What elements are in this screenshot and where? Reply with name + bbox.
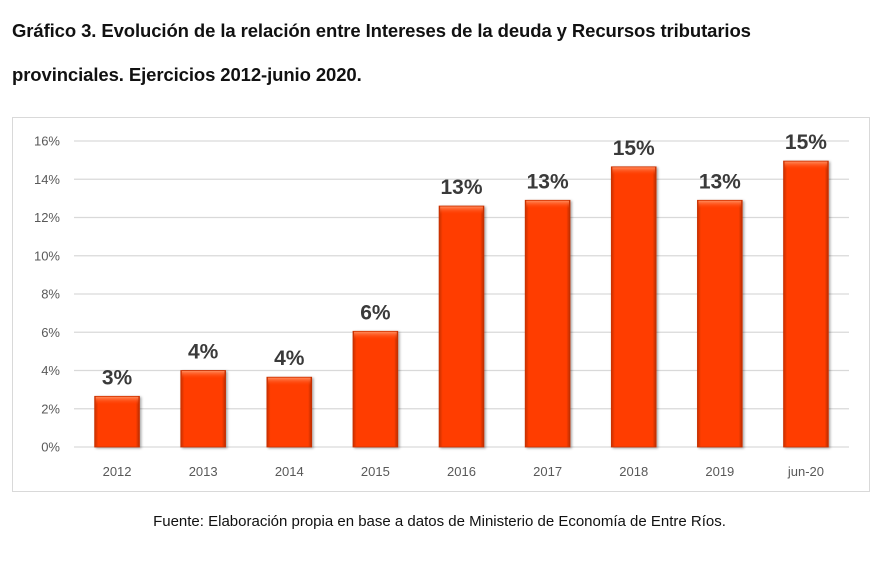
data-label: 4%	[188, 341, 219, 364]
bar	[438, 205, 485, 448]
bar	[266, 376, 313, 448]
bar-highlight	[181, 371, 225, 379]
y-tick-label: 14%	[34, 172, 60, 187]
x-tick-label: 2015	[361, 464, 390, 479]
bar-highlight	[784, 161, 828, 170]
x-tick-label: 2018	[619, 464, 648, 479]
bar-highlight	[698, 200, 742, 209]
y-tick-label: 6%	[41, 325, 60, 340]
bar-highlight	[95, 396, 139, 405]
x-axis-ticks: 2012 2013 2014 2015 2016 2017 2018 2019 jun-20	[103, 464, 824, 479]
bar-2018	[610, 166, 657, 448]
source-note: Fuente: Elaboración propia en base a dat…	[153, 513, 726, 530]
data-label: 13%	[440, 176, 482, 199]
bar-highlight	[440, 206, 483, 215]
bar-chart: 0% 2% 4% 6% 8% 10% 12% 14% 16% 3% 4% 4% 6% 13% 13% 15%…	[34, 131, 849, 479]
x-tick-label: 2012	[103, 464, 132, 479]
y-tick-label: 0%	[41, 440, 60, 455]
bar-highlight	[612, 167, 656, 176]
y-tick-label: 12%	[34, 210, 60, 225]
bar-jun-20	[783, 160, 829, 448]
y-tick-label: 4%	[41, 363, 60, 378]
bar-2019	[697, 199, 743, 448]
bar-highlight	[267, 377, 311, 386]
bar-2014	[266, 376, 313, 448]
bar	[783, 160, 829, 448]
data-label: 15%	[613, 137, 655, 160]
bar-highlight	[526, 200, 569, 209]
bar	[180, 370, 226, 448]
y-tick-label: 8%	[41, 287, 60, 302]
bar-2016	[438, 205, 485, 448]
data-label: 13%	[527, 170, 569, 193]
data-labels: 3% 4% 4% 6% 13% 13% 15% 13% 15%	[102, 131, 827, 389]
bar	[697, 199, 743, 448]
bar	[352, 330, 399, 448]
y-tick-label: 2%	[41, 401, 60, 416]
x-tick-label: 2019	[705, 464, 734, 479]
bar-2012	[94, 395, 140, 448]
chart-title-line-1: Gráfico 3. Evolución de la relación entr…	[12, 20, 751, 41]
data-label: 6%	[360, 301, 391, 324]
y-axis-ticks: 0% 2% 4% 6% 8% 10% 12% 14% 16%	[34, 134, 60, 455]
data-label: 13%	[699, 170, 741, 193]
data-label: 15%	[785, 131, 827, 154]
bar-2015	[352, 330, 399, 448]
x-tick-label: 2016	[447, 464, 476, 479]
bar-2017	[524, 199, 571, 448]
bar	[524, 199, 571, 448]
y-tick-label: 16%	[34, 134, 60, 149]
x-tick-label: 2017	[533, 464, 562, 479]
data-label: 3%	[102, 366, 133, 389]
bar	[610, 166, 657, 448]
bar-highlight	[354, 331, 397, 340]
y-tick-label: 10%	[34, 248, 60, 263]
chart-title-line-2: provinciales. Ejercicios 2012-junio 2020…	[12, 64, 362, 85]
x-tick-label: 2013	[189, 464, 218, 479]
x-tick-label: jun-20	[787, 464, 824, 479]
chart-area: 0% 2% 4% 6% 8% 10% 12% 14% 16% 3% 4% 4% 6% 13% 13% 15%…	[12, 117, 870, 492]
bars	[94, 160, 829, 448]
data-label: 4%	[274, 347, 305, 370]
x-tick-label: 2014	[275, 464, 304, 479]
bar-2013	[180, 370, 226, 448]
